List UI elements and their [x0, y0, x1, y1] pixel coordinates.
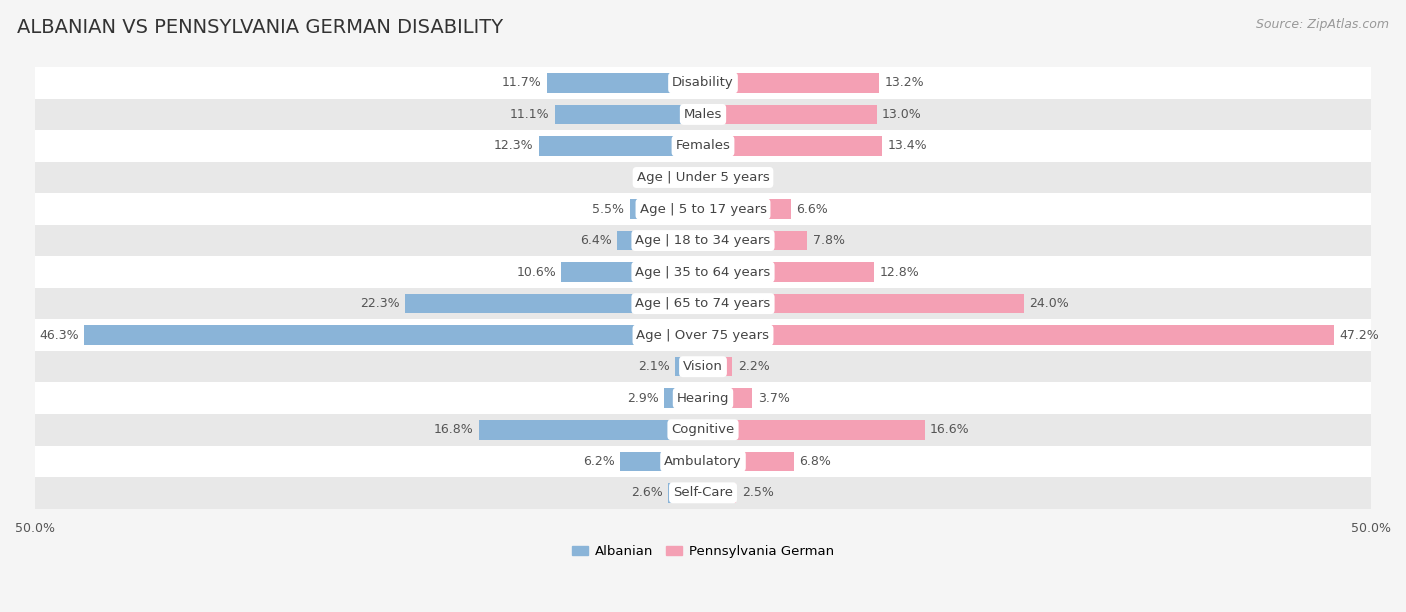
Bar	[35, 193, 1371, 225]
Bar	[35, 414, 1371, 446]
Bar	[35, 351, 1371, 382]
Bar	[547, 73, 703, 92]
Text: Vision: Vision	[683, 360, 723, 373]
Bar	[668, 483, 703, 502]
Text: 5.5%: 5.5%	[592, 203, 624, 215]
Text: 6.8%: 6.8%	[799, 455, 831, 468]
Bar	[703, 200, 792, 218]
Bar	[35, 256, 1371, 288]
Text: 22.3%: 22.3%	[360, 297, 399, 310]
Bar	[561, 263, 703, 282]
Bar	[664, 389, 703, 408]
Text: 13.2%: 13.2%	[884, 76, 924, 89]
Bar	[35, 288, 1371, 319]
Text: 6.4%: 6.4%	[581, 234, 612, 247]
Text: 6.2%: 6.2%	[583, 455, 614, 468]
Text: 12.3%: 12.3%	[494, 140, 533, 152]
Bar	[35, 67, 1371, 99]
Bar	[35, 130, 1371, 162]
Text: 13.4%: 13.4%	[887, 140, 927, 152]
Text: Age | Under 5 years: Age | Under 5 years	[637, 171, 769, 184]
Bar	[538, 136, 703, 155]
Bar	[630, 200, 703, 218]
Text: 7.8%: 7.8%	[813, 234, 845, 247]
Text: 6.6%: 6.6%	[797, 203, 828, 215]
Bar	[35, 477, 1371, 509]
Bar	[703, 326, 1334, 345]
Text: Hearing: Hearing	[676, 392, 730, 405]
Bar	[703, 105, 877, 124]
Text: 16.8%: 16.8%	[433, 424, 474, 436]
Bar	[703, 389, 752, 408]
Text: 1.1%: 1.1%	[651, 171, 683, 184]
Text: Age | 35 to 64 years: Age | 35 to 64 years	[636, 266, 770, 278]
Bar	[703, 357, 733, 376]
Bar	[703, 420, 925, 439]
Text: Females: Females	[675, 140, 731, 152]
Text: ALBANIAN VS PENNSYLVANIA GERMAN DISABILITY: ALBANIAN VS PENNSYLVANIA GERMAN DISABILI…	[17, 18, 503, 37]
Text: Age | Over 75 years: Age | Over 75 years	[637, 329, 769, 341]
Text: 46.3%: 46.3%	[39, 329, 79, 341]
Bar	[35, 319, 1371, 351]
Bar	[35, 162, 1371, 193]
Text: 11.7%: 11.7%	[502, 76, 541, 89]
Bar	[620, 452, 703, 471]
Text: 2.5%: 2.5%	[742, 487, 773, 499]
Bar	[703, 136, 882, 155]
Bar	[675, 357, 703, 376]
Text: Self-Care: Self-Care	[673, 487, 733, 499]
Bar	[703, 452, 794, 471]
Text: 1.9%: 1.9%	[734, 171, 765, 184]
Bar	[35, 382, 1371, 414]
Legend: Albanian, Pennsylvania German: Albanian, Pennsylvania German	[567, 540, 839, 564]
Text: 11.1%: 11.1%	[510, 108, 550, 121]
Text: Cognitive: Cognitive	[672, 424, 734, 436]
Bar	[689, 168, 703, 187]
Bar	[703, 168, 728, 187]
Text: Source: ZipAtlas.com: Source: ZipAtlas.com	[1256, 18, 1389, 31]
Bar	[703, 294, 1024, 313]
Bar	[617, 231, 703, 250]
Text: 2.1%: 2.1%	[638, 360, 669, 373]
Text: Disability: Disability	[672, 76, 734, 89]
Bar	[555, 105, 703, 124]
Bar	[703, 263, 875, 282]
Text: 2.6%: 2.6%	[631, 487, 662, 499]
Text: 3.7%: 3.7%	[758, 392, 790, 405]
Text: 47.2%: 47.2%	[1339, 329, 1379, 341]
Bar	[405, 294, 703, 313]
Text: Males: Males	[683, 108, 723, 121]
Bar	[703, 483, 737, 502]
Bar	[84, 326, 703, 345]
Text: 24.0%: 24.0%	[1029, 297, 1069, 310]
Bar	[478, 420, 703, 439]
Text: 13.0%: 13.0%	[882, 108, 922, 121]
Text: 2.9%: 2.9%	[627, 392, 659, 405]
Bar	[703, 231, 807, 250]
Text: Age | 5 to 17 years: Age | 5 to 17 years	[640, 203, 766, 215]
Text: 2.2%: 2.2%	[738, 360, 769, 373]
Text: Age | 18 to 34 years: Age | 18 to 34 years	[636, 234, 770, 247]
Text: 10.6%: 10.6%	[516, 266, 555, 278]
Text: 16.6%: 16.6%	[931, 424, 970, 436]
Bar	[35, 446, 1371, 477]
Text: Age | 65 to 74 years: Age | 65 to 74 years	[636, 297, 770, 310]
Text: Ambulatory: Ambulatory	[664, 455, 742, 468]
Bar	[35, 99, 1371, 130]
Bar	[35, 225, 1371, 256]
Text: 12.8%: 12.8%	[879, 266, 920, 278]
Bar	[703, 73, 879, 92]
